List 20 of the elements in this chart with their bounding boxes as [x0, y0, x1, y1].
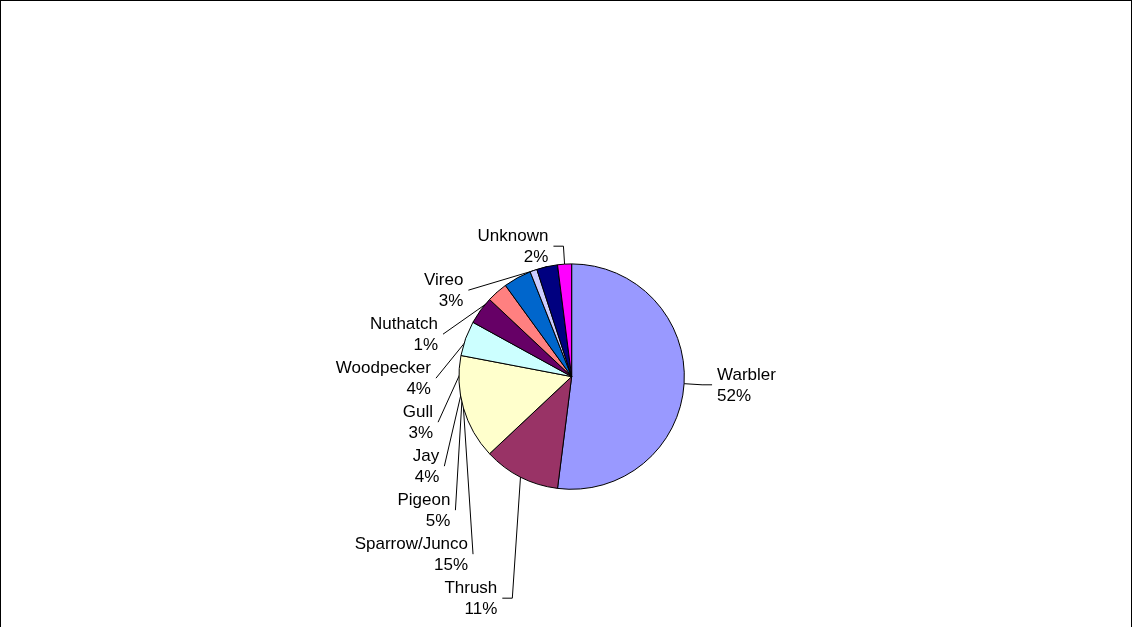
data-label: 3% [408, 423, 434, 443]
slice-label: Nuthatch [369, 314, 438, 334]
slice-label: Jay [412, 446, 440, 466]
slice-label: Unknown [477, 226, 549, 246]
slice-label: Pigeon [397, 490, 451, 510]
slice-label: Vireo [424, 270, 464, 290]
data-label: 4% [406, 379, 431, 399]
data-label: 11% [464, 599, 498, 619]
slice-label: Warbler [717, 364, 777, 384]
data-label: 15% [433, 555, 469, 575]
data-label: 1% [413, 335, 438, 355]
slice-label: Woodpecker [335, 358, 432, 378]
data-label: 3% [438, 291, 464, 311]
data-label: 5% [425, 511, 451, 531]
slice-label: Thrush [444, 578, 498, 598]
data-label: 4% [414, 467, 440, 487]
slice-label: Gull [402, 402, 434, 422]
slice-label: Sparrow/Junco [354, 534, 469, 554]
data-label: 52% [717, 385, 752, 405]
data-label: 2% [523, 247, 549, 267]
